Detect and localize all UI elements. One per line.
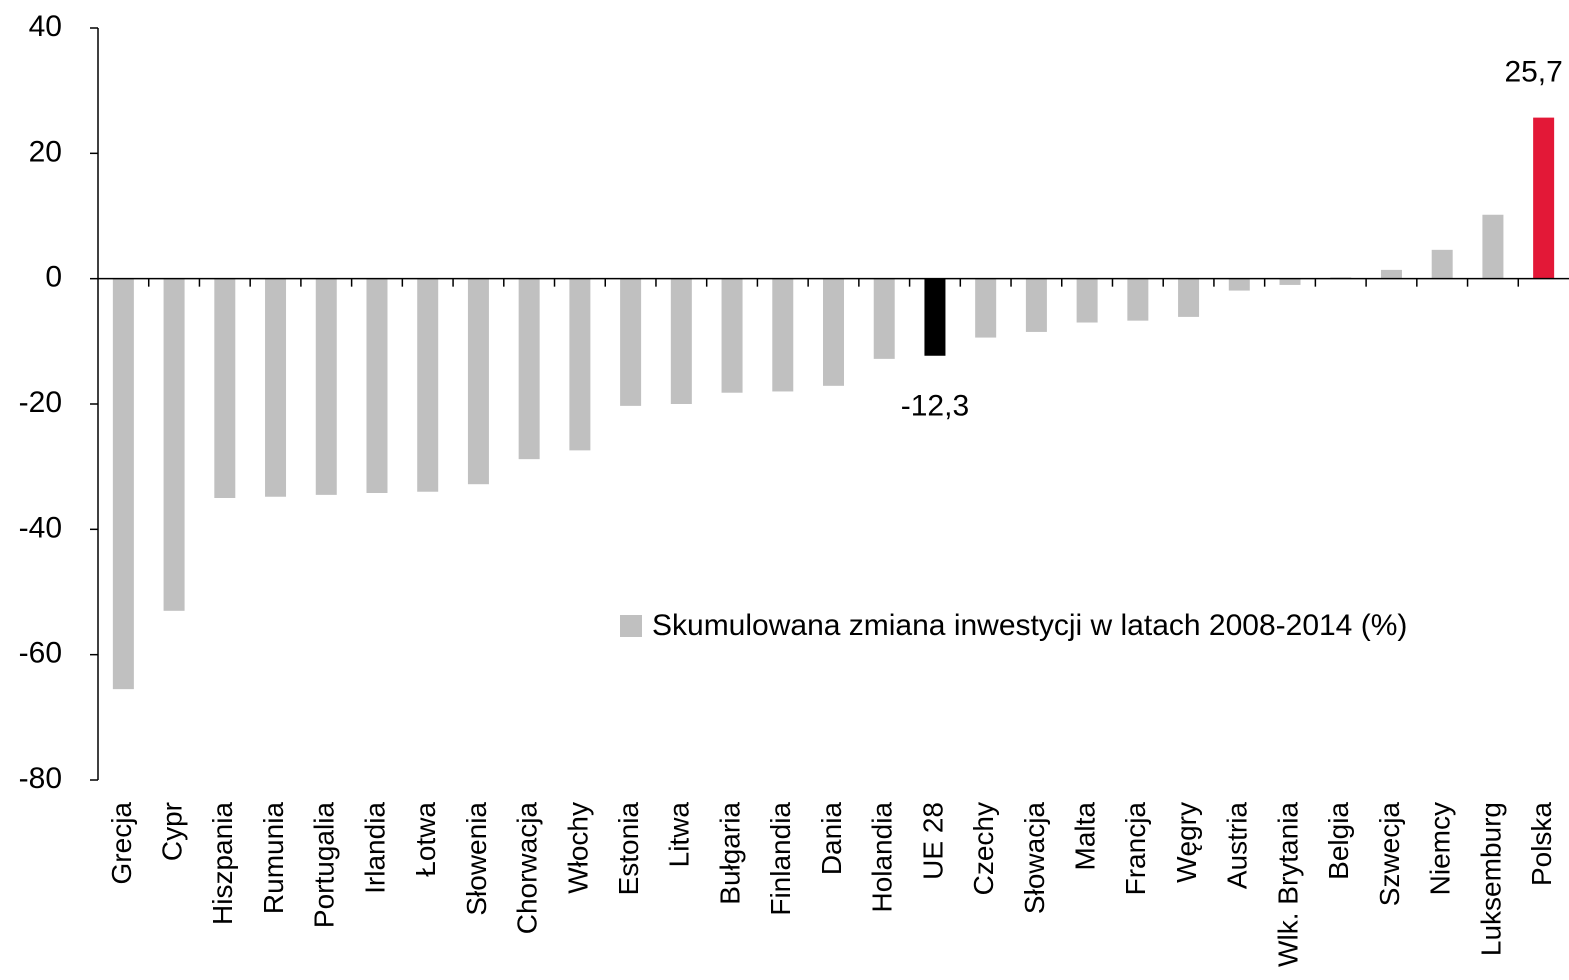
bar [1178, 278, 1200, 317]
x-tick-label: Niemcy [1425, 802, 1456, 895]
x-tick-label: Włochy [562, 802, 593, 894]
y-tick-label: 40 [29, 10, 62, 43]
bar [265, 278, 287, 497]
x-tick-label: UE 28 [917, 802, 948, 880]
x-tick-label: Chorwacja [512, 802, 543, 935]
x-tick-label: Wlk. Brytania [1272, 802, 1303, 967]
bar [569, 278, 591, 451]
bar [620, 278, 642, 406]
x-tick-label: Grecja [106, 802, 137, 885]
bar [873, 278, 895, 359]
bar [112, 278, 134, 690]
x-tick-label: Irlandia [359, 802, 390, 894]
y-tick-label: 20 [29, 135, 62, 168]
bar [467, 278, 489, 485]
bar [670, 278, 692, 404]
x-tick-label: Szwecja [1374, 802, 1405, 907]
x-tick-label: Portugalia [309, 802, 340, 929]
bar [823, 278, 844, 386]
bar [1076, 278, 1098, 323]
x-tick-label: Polska [1526, 802, 1557, 886]
legend-swatch [620, 615, 642, 637]
x-tick-label: Francja [1120, 802, 1151, 896]
bar [1431, 249, 1453, 279]
y-tick-label: 0 [45, 261, 62, 294]
x-tick-label: Malta [1070, 802, 1101, 871]
x-tick-label: Łotwa [410, 802, 441, 877]
x-tick-label: Hiszpania [207, 802, 238, 925]
x-tick-label: Cypr [156, 802, 187, 861]
bar [1380, 269, 1402, 279]
x-tick-label: Litwa [664, 802, 695, 868]
bar [214, 278, 236, 498]
x-tick-label: Bułgaria [714, 802, 745, 905]
y-tick-label: -80 [19, 762, 62, 795]
y-tick-label: -40 [19, 511, 62, 544]
data-label: 25,7 [1504, 56, 1562, 89]
bar [1533, 117, 1555, 279]
bar [772, 278, 794, 392]
x-tick-label: Holandia [867, 802, 898, 913]
x-tick-label: Rumunia [258, 802, 289, 914]
x-tick-label: Czechy [968, 802, 999, 895]
bar [1279, 278, 1301, 285]
x-tick-label: Dania [816, 802, 847, 876]
bar [1482, 214, 1504, 279]
x-tick-label: Luksemburg [1475, 802, 1506, 956]
bar [1228, 278, 1250, 291]
x-tick-label: Belgia [1323, 802, 1354, 880]
x-tick-label: Finlandia [765, 802, 796, 916]
y-tick-label: -20 [19, 386, 62, 419]
x-tick-label: Słowacja [1019, 802, 1050, 914]
bar [315, 278, 337, 495]
x-tick-label: Austria [1222, 802, 1253, 890]
x-tick-label: Estonia [613, 802, 644, 896]
x-tick-label: Słowenia [461, 802, 492, 916]
bar [975, 278, 997, 338]
y-tick-label: -60 [19, 637, 62, 670]
bar [1127, 278, 1149, 321]
data-label: -12,3 [901, 390, 969, 423]
bar [1025, 278, 1047, 332]
bar [366, 278, 388, 493]
x-tick-label: Węgry [1171, 802, 1202, 883]
bar [163, 278, 185, 611]
bar [518, 278, 540, 460]
bar [417, 278, 439, 492]
legend-label: Skumulowana zmiana inwestycji w latach 2… [652, 609, 1407, 642]
bar [924, 278, 946, 356]
bar [721, 278, 743, 393]
